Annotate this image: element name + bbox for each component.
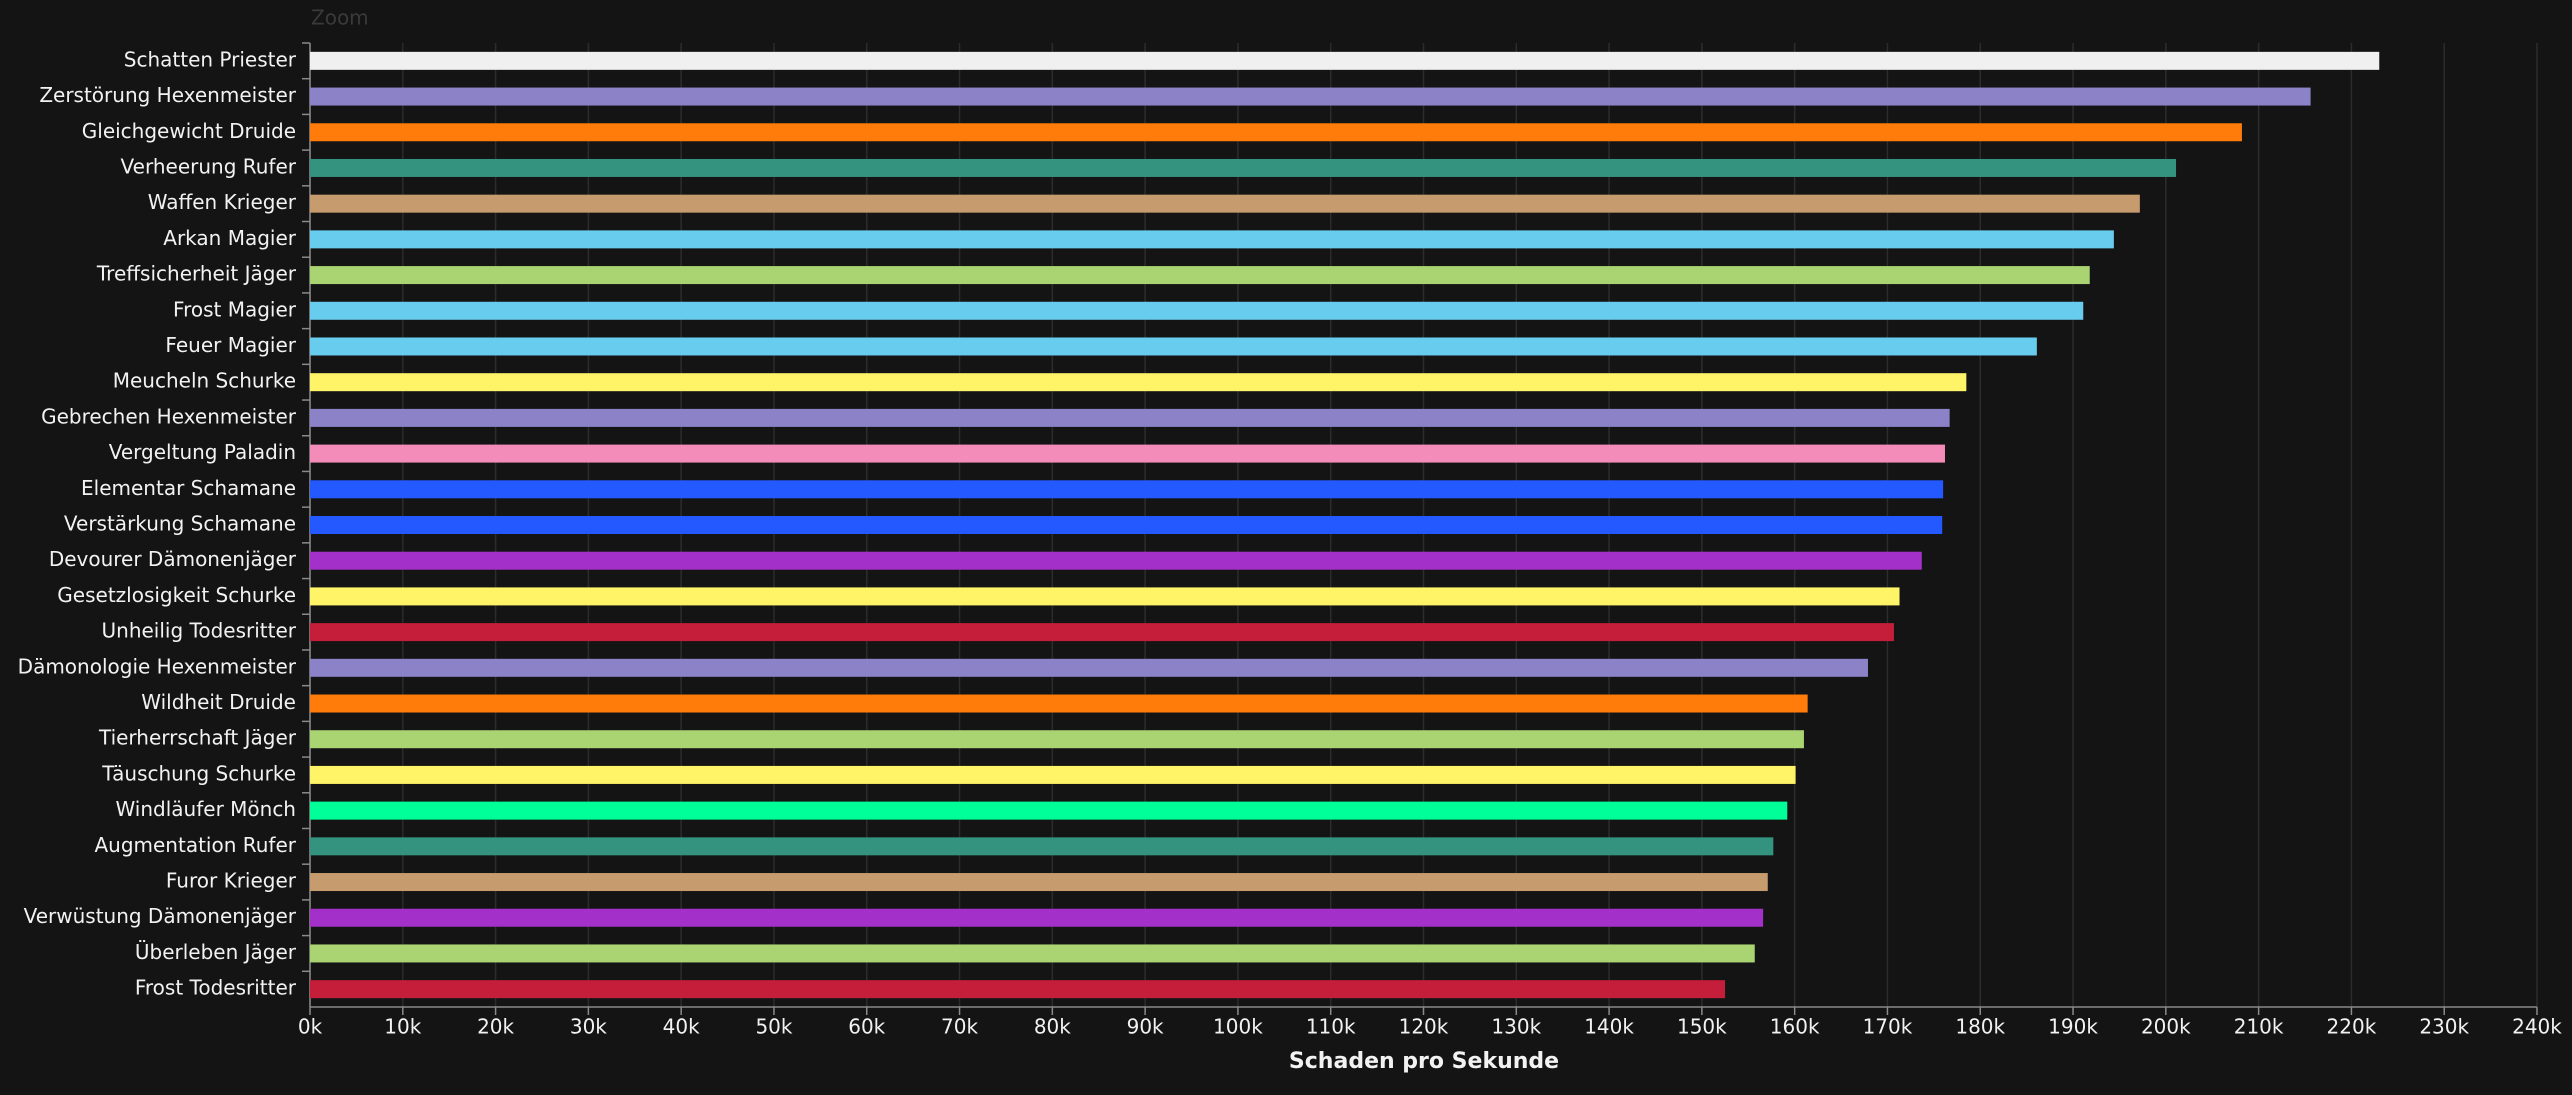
x-tick-label: 130k: [1491, 1015, 1541, 1039]
y-tick-label: Tierherrschaft Jäger: [98, 726, 297, 750]
x-axis-title: Schaden pro Sekunde: [1289, 1049, 1559, 1074]
y-tick-label: Zerstörung Hexenmeister: [39, 83, 296, 107]
x-tick-label: 0k: [298, 1015, 323, 1039]
x-tick-label: 170k: [1863, 1015, 1913, 1039]
bar: [310, 694, 1808, 713]
bar: [310, 801, 1788, 820]
bar: [310, 516, 1943, 534]
x-tick-label: 110k: [1306, 1015, 1356, 1039]
y-tick-label: Überleben Jäger: [135, 940, 297, 964]
bar: [310, 87, 2311, 106]
bar: [310, 444, 1945, 463]
y-tick-label: Frost Magier: [173, 297, 297, 321]
bar: [310, 587, 1900, 606]
y-tick-label: Arkan Magier: [163, 226, 296, 250]
bar: [310, 123, 2242, 142]
y-tick-label: Dämonologie Hexenmeister: [18, 654, 297, 678]
y-tick-label: Wildheit Druide: [141, 690, 296, 714]
y-tick-label: Verstärkung Schamane: [64, 512, 296, 536]
y-tick-label: Waffen Krieger: [148, 190, 297, 214]
x-tick-label: 210k: [2234, 1015, 2284, 1039]
bar: [310, 337, 2037, 356]
y-tick-label: Gleichgewicht Druide: [82, 119, 296, 143]
x-tick-label: 20k: [477, 1015, 514, 1039]
x-tick-label: 90k: [1127, 1015, 1164, 1039]
x-tick-label: 140k: [1584, 1015, 1634, 1039]
bar: [310, 373, 1967, 392]
bar: [310, 480, 1944, 499]
x-tick-label: 50k: [755, 1015, 792, 1039]
y-tick-label: Frost Todesritter: [135, 976, 297, 1000]
bar: [310, 551, 1922, 570]
x-tick-label: 30k: [570, 1015, 607, 1039]
x-tick-label: 120k: [1399, 1015, 1449, 1039]
x-tick-label: 220k: [2327, 1015, 2377, 1039]
y-tick-label: Feuer Magier: [165, 333, 296, 357]
y-tick-label: Verwüstung Dämonenjäger: [24, 904, 297, 928]
bar: [310, 51, 2380, 70]
y-tick-label: Täuschung Schurke: [101, 761, 296, 785]
bar: [310, 194, 2140, 213]
y-tick-label: Elementar Schamane: [81, 476, 296, 500]
y-tick-label: Devourer Dämonenjäger: [49, 547, 297, 571]
bar: [310, 301, 2084, 320]
y-tick-label: Unheilig Todesritter: [102, 619, 297, 643]
bar: [310, 765, 1796, 784]
y-tick-label: Gebrechen Hexenmeister: [41, 404, 297, 428]
bar: [310, 730, 1804, 749]
x-tick-label: 80k: [1034, 1015, 1071, 1039]
x-tick-label: 100k: [1213, 1015, 1263, 1039]
y-tick-label: Furor Krieger: [166, 869, 297, 893]
y-tick-label: Schatten Priester: [124, 47, 297, 71]
y-tick-label: Augmentation Rufer: [94, 833, 296, 857]
x-tick-label: 70k: [941, 1015, 978, 1039]
bar: [310, 266, 2090, 285]
x-tick-label: 240k: [2512, 1015, 2562, 1039]
y-tick-label: Windläufer Mönch: [115, 797, 296, 821]
bar: [310, 873, 1768, 892]
y-tick-label: Meucheln Schurke: [113, 369, 296, 393]
x-tick-label: 10k: [384, 1015, 421, 1039]
bar: [310, 408, 1950, 427]
x-tick-label: 160k: [1770, 1015, 1820, 1039]
bar: [310, 623, 1894, 642]
x-tick-label: 180k: [1955, 1015, 2005, 1039]
y-tick-label: Treffsicherheit Jäger: [96, 262, 297, 286]
x-tick-label: 230k: [2419, 1015, 2469, 1039]
bar: [310, 944, 1755, 963]
x-tick-label: 40k: [663, 1015, 700, 1039]
x-tick-label: 60k: [848, 1015, 885, 1039]
bar: [310, 837, 1774, 856]
x-tick-label: 150k: [1677, 1015, 1727, 1039]
y-tick-label: Vergeltung Paladin: [109, 440, 296, 464]
bar: [310, 980, 1726, 999]
bar: [310, 658, 1868, 677]
zoom-label: Zoom: [311, 6, 369, 30]
y-tick-label: Gesetzlosigkeit Schurke: [57, 583, 296, 607]
bar: [310, 158, 2177, 177]
x-tick-label: 200k: [2141, 1015, 2191, 1039]
y-tick-label: Verheerung Rufer: [121, 154, 297, 178]
bar: [310, 908, 1764, 927]
x-tick-label: 190k: [2048, 1015, 2098, 1039]
bar: [310, 230, 2114, 249]
